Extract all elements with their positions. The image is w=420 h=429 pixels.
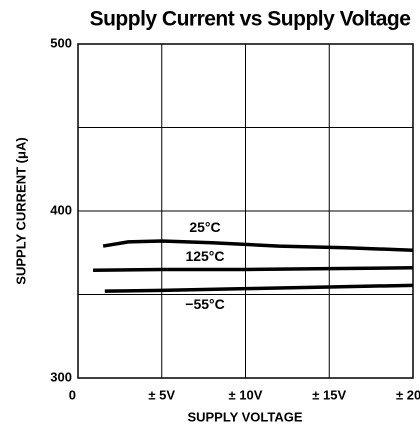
y-tick-label: 300 <box>50 369 72 384</box>
chart-title: Supply Current vs Supply Voltage <box>90 8 411 31</box>
series-label: 125°C <box>185 248 224 264</box>
y-tick-label: 400 <box>50 202 72 217</box>
x-tick-label: ± 5V <box>148 387 175 402</box>
series-label: 25°C <box>189 219 220 235</box>
series-line <box>102 239 414 252</box>
y-axis-label: SUPPLY CURRENT (μA) <box>13 137 28 284</box>
x-tick-label: ± 20V <box>396 387 420 402</box>
series-label: −55°C <box>185 296 224 312</box>
x-tick-label: ± 10V <box>229 387 263 402</box>
x-tick-label: ± 15V <box>312 387 346 402</box>
x-axis-label: SUPPLY VOLTAGE <box>187 409 302 424</box>
series-line <box>104 283 414 293</box>
y-tick-label: 500 <box>50 35 72 50</box>
x-tick-label: 0 <box>69 387 76 402</box>
series-line <box>93 266 414 273</box>
